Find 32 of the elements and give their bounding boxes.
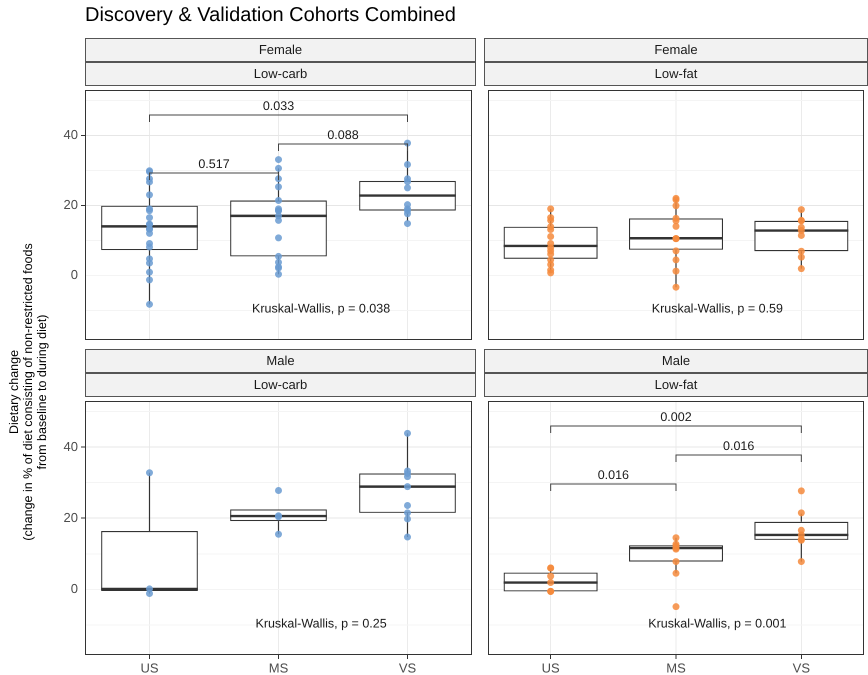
annotation: 0.002: [660, 410, 692, 424]
chart-subtitle: Low-fat: [484, 62, 868, 86]
y-axis-title: Dietary change (change in % of diet consisting of non-restricted foods from baseline to during diet): [7, 243, 49, 541]
y-tick-label: 20: [64, 510, 78, 525]
y-tick-label: 0: [70, 580, 78, 596]
x-tick-label: MS: [268, 660, 289, 675]
x-tick-label: US: [542, 660, 560, 675]
chart-title: Female: [484, 38, 868, 62]
annotation: Kruskal-Wallis, p = 0.59: [652, 301, 783, 316]
chart-title: Male: [85, 349, 476, 373]
y-tick-label: 20: [64, 196, 78, 212]
x-tick-label: US: [140, 660, 159, 675]
y-tick-label: 0: [70, 266, 78, 282]
chart-subtitle: Low-fat: [484, 373, 868, 397]
chart-subtitle: Low-carb: [85, 62, 476, 86]
annotation: 0.016: [598, 468, 630, 482]
annotation: 0.016: [723, 439, 754, 454]
annotation: 0.088: [327, 128, 359, 142]
x-tick-label: VS: [398, 660, 416, 675]
annotation: Kruskal-Wallis, p = 0.038: [252, 301, 390, 316]
chart-title: Female: [85, 38, 476, 62]
y-tick-label: 40: [64, 438, 78, 454]
y-tick-label: 40: [64, 127, 78, 142]
annotation: 0.517: [198, 157, 230, 172]
chart-subtitle: Low-carb: [85, 373, 476, 397]
chart-title: Male: [484, 349, 868, 373]
x-tick-label: MS: [666, 660, 686, 675]
annotation: Kruskal-Wallis, p = 0.001: [648, 616, 786, 630]
annotation: 0.033: [262, 99, 294, 114]
x-tick-label: VS: [792, 660, 810, 675]
annotation: Kruskal-Wallis, p = 0.25: [255, 616, 387, 630]
text: Discovery & Validation Cohorts Combined: [85, 4, 457, 27]
